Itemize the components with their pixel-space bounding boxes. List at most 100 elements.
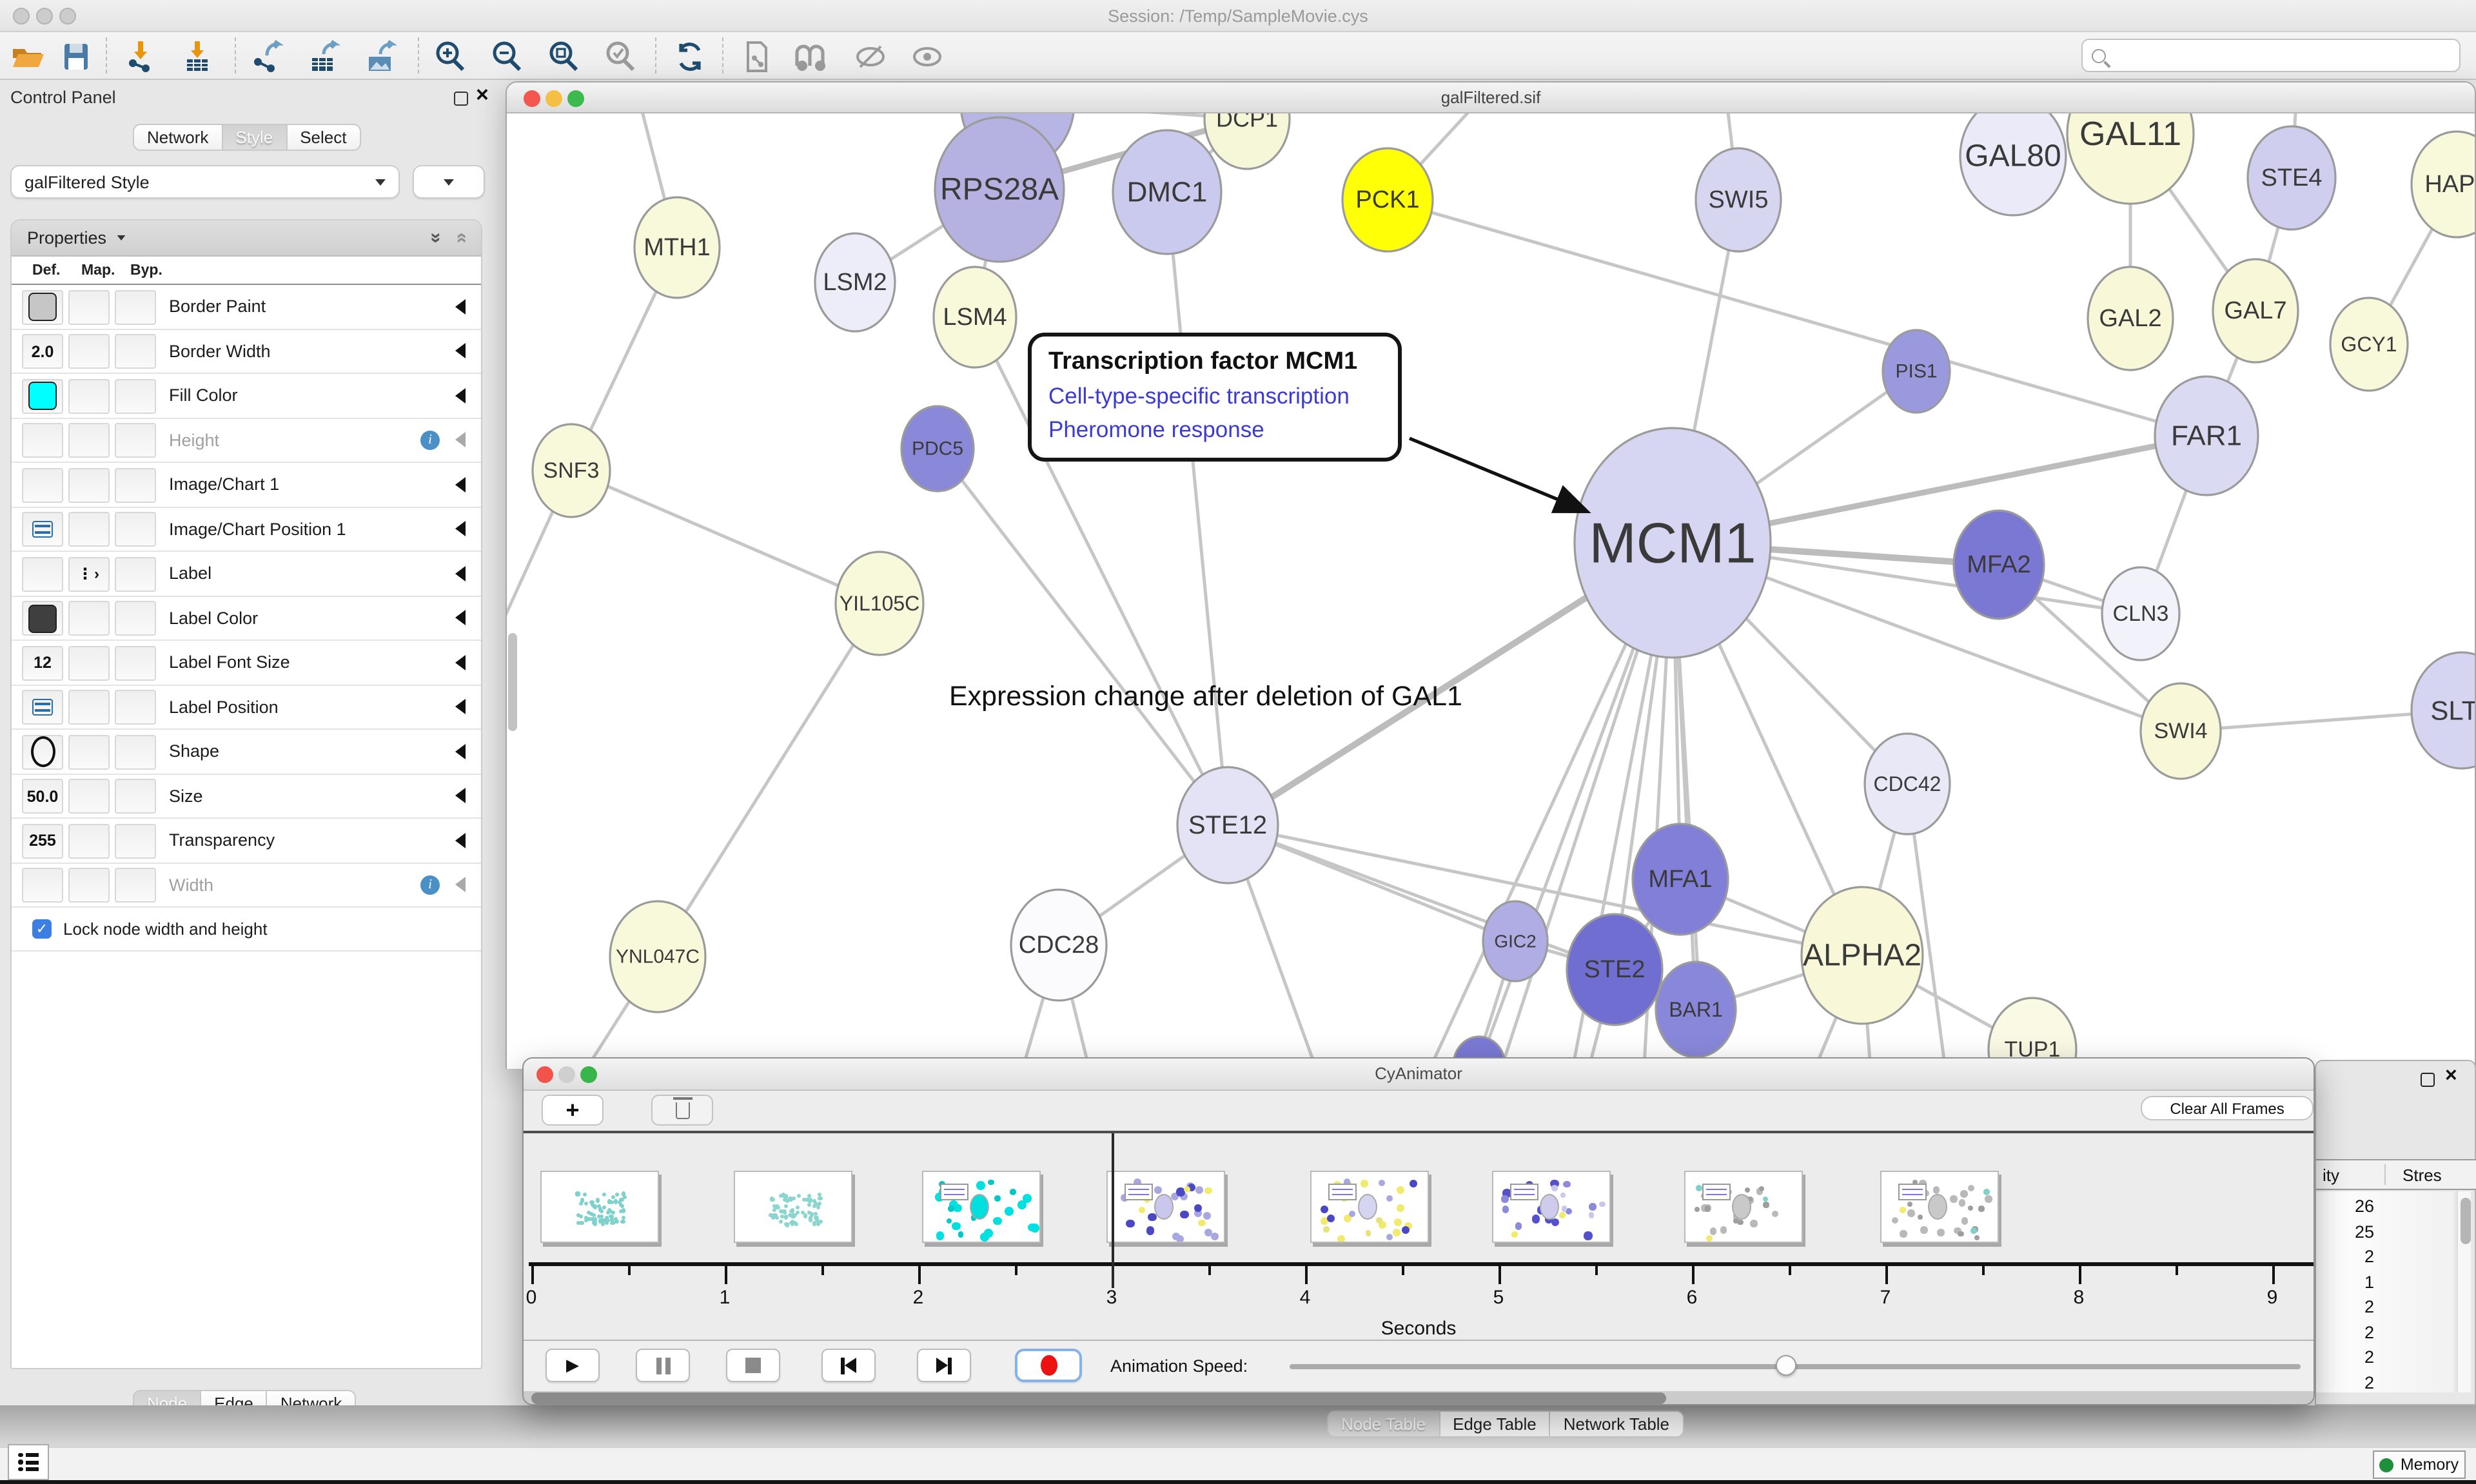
skip-to-end-button[interactable] [917,1349,971,1382]
annotation-link[interactable]: Cell-type-specific transcription [1048,383,1350,409]
close-window-icon[interactable] [13,8,30,24]
edge[interactable] [1387,198,2207,438]
delete-frame-button[interactable] [651,1095,713,1126]
default-value-cell[interactable] [22,601,63,636]
node-DCP1[interactable]: DCP1 [1203,113,1291,170]
node-GCY1[interactable]: GCY1 [2329,297,2409,392]
mapping-cell[interactable] [68,734,110,769]
save-session-icon[interactable] [54,36,98,76]
node-STE12[interactable]: STE12 [1176,766,1279,884]
node-LSM4[interactable]: LSM4 [932,266,1017,369]
mapping-cell[interactable] [68,423,110,458]
expand-row-icon[interactable] [455,521,466,537]
import-network-icon[interactable] [119,36,162,76]
zoom-in-icon[interactable] [428,36,472,76]
bypass-cell[interactable] [115,423,156,458]
mapping-cell[interactable] [68,512,110,547]
timeline-cursor[interactable] [1112,1133,1114,1288]
bypass-cell[interactable] [115,512,156,547]
mapping-cell[interactable]: ⋮› [68,556,110,591]
expand-row-icon[interactable] [455,432,466,448]
mapping-cell[interactable] [68,645,110,680]
find-icon[interactable] [789,36,833,76]
node-PIS1[interactable]: PIS1 [1882,329,1951,414]
close-window-icon[interactable] [536,1066,553,1083]
default-value-cell[interactable]: 50.0 [22,779,63,814]
default-value-cell[interactable] [22,289,63,324]
property-row-label-position[interactable]: Label Position [12,685,481,730]
node-BAR1[interactable]: BAR1 [1655,961,1737,1059]
node-GAL7[interactable]: GAL7 [2212,258,2299,364]
edge[interactable] [1227,823,1615,971]
property-row-border-width[interactable]: 2.0 Border Width [12,329,481,374]
mapping-cell[interactable] [68,378,110,413]
annotation-box[interactable]: Transcription factor MCM1 Cell-type-spec… [1028,333,1402,462]
add-frame-button[interactable]: + [542,1095,604,1126]
edge[interactable] [656,602,881,958]
expand-row-icon[interactable] [455,610,466,626]
node-SNF3[interactable]: SNF3 [531,423,611,518]
scrollbar-thumb[interactable] [531,1392,1666,1404]
results-scrollbar[interactable] [2457,1191,2471,1392]
frame-thumbnail-0[interactable] [540,1171,659,1243]
bypass-cell[interactable] [115,334,156,369]
float-panel-icon[interactable] [2421,1073,2435,1087]
property-row-size[interactable]: 50.0 Size [12,774,481,819]
default-value-cell[interactable] [22,556,63,591]
frame-thumbnail-3[interactable] [1106,1171,1225,1243]
property-row-shape[interactable]: Shape [12,730,481,774]
collapse-all-icon[interactable]: » [449,232,471,244]
zoom-fit-icon[interactable] [542,36,585,76]
export-image-icon[interactable] [359,36,402,76]
mapping-cell[interactable] [68,868,110,903]
node-GIC2[interactable]: GIC2 [1482,900,1549,982]
node-CDC28[interactable]: CDC28 [1010,888,1108,1002]
node-MFA2[interactable]: MFA2 [1952,509,2045,620]
property-row-fill-color[interactable]: Fill Color [12,374,481,418]
node-ALPHA2[interactable]: ALPHA2 [1800,886,1924,1025]
frame-thumbnail-7[interactable] [1880,1171,1999,1243]
clear-all-frames-button[interactable]: Clear All Frames [2141,1096,2314,1120]
expand-row-icon[interactable] [455,343,466,359]
node-RPS28A[interactable]: RPS28A [934,116,1065,263]
lock-checkbox[interactable]: ✓ [32,919,52,939]
default-value-cell[interactable] [22,378,63,413]
default-value-cell[interactable] [22,868,63,903]
close-window-icon[interactable] [524,90,540,107]
expand-all-icon[interactable]: » [425,232,447,244]
memory-button[interactable]: Memory [2373,1450,2466,1479]
minimize-window-icon[interactable] [36,8,53,24]
play-button[interactable]: ▶ [545,1349,600,1382]
frame-thumbnail-5[interactable] [1492,1171,1611,1243]
network-canvas[interactable]: RPS28A DMC1 DCP1 PCK1 MTH1 LSM2 LSM4 SNF3 PDC5 YI… [507,113,2475,1069]
property-row-border-paint[interactable]: Border Paint [12,285,481,329]
mapping-cell[interactable] [68,779,110,814]
tab-network[interactable]: Network [133,124,223,151]
tab-network-table[interactable]: Network Table [1549,1411,1684,1438]
expand-row-icon[interactable] [455,565,466,581]
bypass-cell[interactable] [115,467,156,502]
property-row-transparency[interactable]: 255 Transparency [12,819,481,863]
node-MFA1[interactable]: MFA1 [1631,823,1729,936]
annotation-link[interactable]: Pheromone response [1048,416,1264,442]
mapping-cell[interactable] [68,467,110,502]
results-column-stress[interactable]: Stres [2402,1166,2442,1185]
slider-thumb[interactable] [1776,1355,1796,1376]
info-icon[interactable]: i [420,875,440,895]
refresh-icon[interactable] [668,36,712,76]
tab-node-table[interactable]: Node Table [1327,1411,1440,1438]
expand-row-icon[interactable] [455,654,466,670]
property-row-image-chart-1[interactable]: Image/Chart 1 [12,463,481,507]
bypass-cell[interactable] [115,289,156,324]
node-GAL2[interactable]: GAL2 [2087,266,2174,371]
export-table-icon[interactable] [302,36,346,76]
node-STE4[interactable]: STE4 [2246,125,2337,231]
network-vscrollbar[interactable] [508,633,517,731]
timeline-hscrollbar[interactable] [524,1391,2314,1404]
bypass-cell[interactable] [115,734,156,769]
zoom-selected-icon[interactable] [598,36,642,76]
node-FAR1[interactable]: FAR1 [2154,375,2259,496]
node-SWI4[interactable]: SWI4 [2139,682,2222,780]
style-options-button[interactable] [413,165,485,199]
property-row-label-color[interactable]: Label Color [12,596,481,641]
